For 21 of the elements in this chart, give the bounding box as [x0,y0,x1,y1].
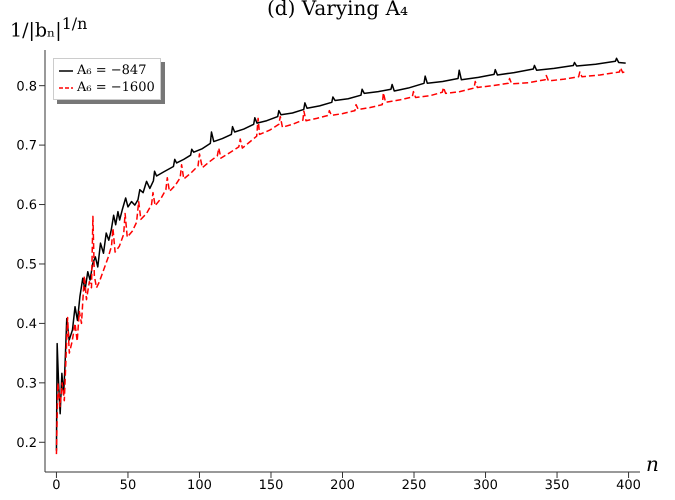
x-tick-label: 50 [120,478,136,494]
y-tick-label: 0.2 [16,436,37,451]
x-tick-label: 350 [544,478,570,494]
y-tick-label: 0.8 [16,79,37,94]
chart-title: (d) Varying A₄ [266,0,408,20]
legend-label: A₆ = −1600 [77,79,155,96]
x-tick-label: 150 [258,478,284,494]
y-tick-label: 0.6 [16,198,37,214]
legend-label: A₆ = −847 [77,62,146,79]
y-tick-label: 0.7 [16,138,37,154]
x-tick-label: 250 [402,478,426,494]
x-axis-title: n [646,452,659,476]
y-axis-title: 1/|bₙ|$^{1/n}$ [10,14,88,42]
y-tick-label: 0.4 [16,317,37,332]
x-tick-label: 200 [330,478,355,494]
x-tick-label: 300 [473,478,498,494]
x-tick-label: 0 [52,478,61,494]
x-tick-label: 100 [187,478,212,494]
y-tick-label: 0.3 [16,376,37,392]
y-tick-label: 0.5 [16,258,37,273]
x-tick-label: 400 [616,478,641,494]
